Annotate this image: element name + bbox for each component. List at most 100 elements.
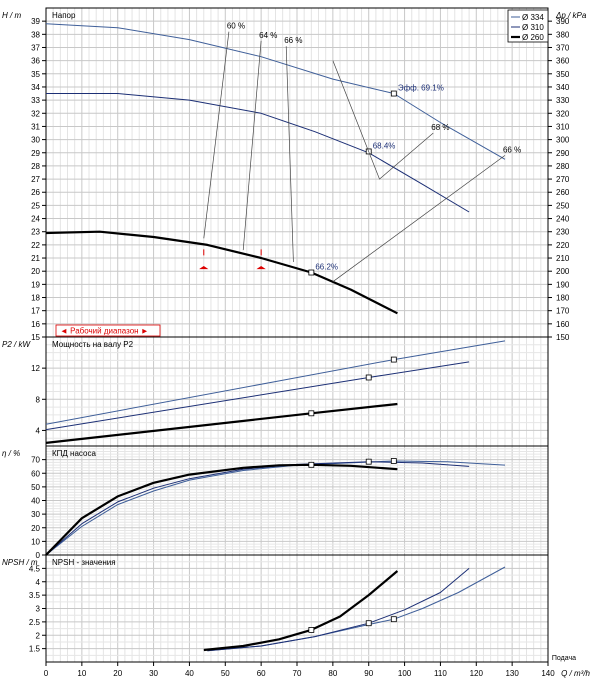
duty-point-label: Эфф. 69.1% (398, 84, 444, 93)
y-right-tick-label: 170 (556, 307, 570, 316)
y-right-tick-label: 200 (556, 267, 570, 276)
y-right-tick-label: 340 (556, 83, 570, 92)
efficiency-iso-label: 68 % (431, 123, 449, 132)
y-tick-label: 27 (31, 175, 40, 184)
efficiency-iso-line (242, 40, 262, 251)
y-right-tick-label: 240 (556, 215, 570, 224)
y-right-tick-label: 160 (556, 320, 570, 329)
x-axis-label: Q / m³/h (561, 669, 590, 678)
y-tick-label: 26 (31, 188, 40, 197)
efficiency-iso-line (332, 60, 434, 180)
y-right-tick-label: 270 (556, 175, 570, 184)
efficiency-iso-label: 60 % (227, 22, 245, 31)
y-tick-label: 39 (31, 17, 40, 26)
y-right-tick-label: 370 (556, 43, 570, 52)
y-tick-label: 3 (36, 605, 41, 614)
y-tick-label: 4 (36, 426, 41, 435)
y-tick-label: 1.5 (29, 645, 41, 654)
series-line-260 (45, 402, 398, 444)
duty-point-marker (308, 627, 315, 633)
legend-entry-334: Ø 334 (522, 13, 544, 22)
efficiency-iso-label: 66 % (503, 145, 521, 154)
y-right-tick-label: 230 (556, 228, 570, 237)
duty-point-marker (390, 458, 397, 464)
y-right-tick-label: 320 (556, 109, 570, 118)
efficiency-iso-line (332, 155, 506, 282)
legend-entry-260: Ø 260 (522, 33, 544, 42)
y-tick-label: 36 (31, 57, 40, 66)
efficiency-iso-label: 66 % (284, 36, 302, 45)
y-right-tick-label: 350 (556, 70, 570, 79)
duty-point-label: 68.4% (373, 141, 396, 150)
x-tick-label: 0 (44, 669, 49, 678)
duty-point-marker (390, 356, 397, 363)
x-tick-label: 30 (149, 669, 158, 678)
y-axis-label: η / % (2, 449, 20, 458)
y-tick-label: 37 (31, 43, 40, 52)
x-tick-label: 140 (541, 669, 555, 678)
y-tick-label: 31 (31, 122, 40, 131)
duty-point-marker (308, 410, 315, 417)
panel-title-2: Мощность на валу P2 (52, 340, 134, 349)
panel-title-1: Напор (52, 11, 76, 20)
efficiency-iso-line (285, 46, 294, 263)
y-right-tick-label: 310 (556, 122, 570, 131)
y-tick-label: 38 (31, 30, 40, 39)
y-right-tick-label: 220 (556, 241, 570, 250)
y-right-tick-label: 330 (556, 96, 570, 105)
y-tick-label: 40 (31, 497, 40, 506)
footer-label: Подача (552, 655, 576, 662)
y-tick-label: 17 (31, 307, 40, 316)
y-tick-label: 2.5 (29, 618, 41, 627)
y-tick-label: 30 (31, 510, 40, 519)
x-tick-label: 80 (328, 669, 337, 678)
y-axis-label: NPSH / m (2, 558, 38, 567)
duty-point-marker (390, 90, 397, 97)
y-tick-label: 20 (31, 524, 40, 533)
x-tick-label: 100 (398, 669, 412, 678)
operating-range-label: ◄ Рабочий диапазон ► (60, 327, 149, 336)
y-right-tick-label: 180 (556, 294, 570, 303)
y-tick-label: 4.5 (29, 564, 41, 573)
series-line-310 (46, 93, 470, 213)
y-tick-label: 21 (31, 254, 40, 263)
y-tick-label: 4 (36, 578, 41, 587)
x-tick-label: 130 (505, 669, 519, 678)
y-right-tick-label: 290 (556, 149, 570, 158)
y-tick-label: 18 (31, 294, 40, 303)
y-tick-label: 24 (31, 215, 40, 224)
y-tick-label: 35 (31, 70, 40, 79)
y-tick-label: 16 (31, 320, 40, 329)
y-right-tick-label: 190 (556, 280, 570, 289)
y-tick-label: 30 (31, 136, 40, 145)
operating-range-marker (256, 249, 266, 270)
y-tick-label: 70 (31, 456, 40, 465)
y-tick-label: 20 (31, 267, 40, 276)
y-right-tick-label: 260 (556, 188, 570, 197)
y-tick-label: 32 (31, 109, 40, 118)
y-tick-label: 8 (36, 395, 41, 404)
y-tick-label: 19 (31, 280, 40, 289)
y-tick-label: 2 (36, 631, 41, 640)
y-tick-label: 12 (31, 364, 40, 373)
operating-range-box (55, 324, 161, 337)
y-right-axis-label: Δp / kPa (555, 11, 587, 20)
series-line-260 (45, 230, 398, 315)
x-tick-label: 40 (185, 669, 194, 678)
y-tick-label: 29 (31, 149, 40, 158)
efficiency-iso-line (203, 31, 230, 239)
y-tick-label: 23 (31, 228, 40, 237)
x-tick-label: 70 (293, 669, 302, 678)
x-tick-label: 50 (221, 669, 230, 678)
y-right-tick-label: 390 (556, 17, 570, 26)
series-line-334 (45, 23, 506, 160)
x-tick-label: 120 (470, 669, 484, 678)
y-tick-label: 22 (31, 241, 40, 250)
panel-title-3: КПД насоса (52, 449, 96, 458)
y-tick-label: 3.5 (29, 591, 41, 600)
y-tick-label: 0 (36, 551, 41, 560)
y-tick-label: 60 (31, 469, 40, 478)
duty-point-label: 66.2% (315, 263, 338, 272)
operating-range-marker (199, 249, 209, 270)
